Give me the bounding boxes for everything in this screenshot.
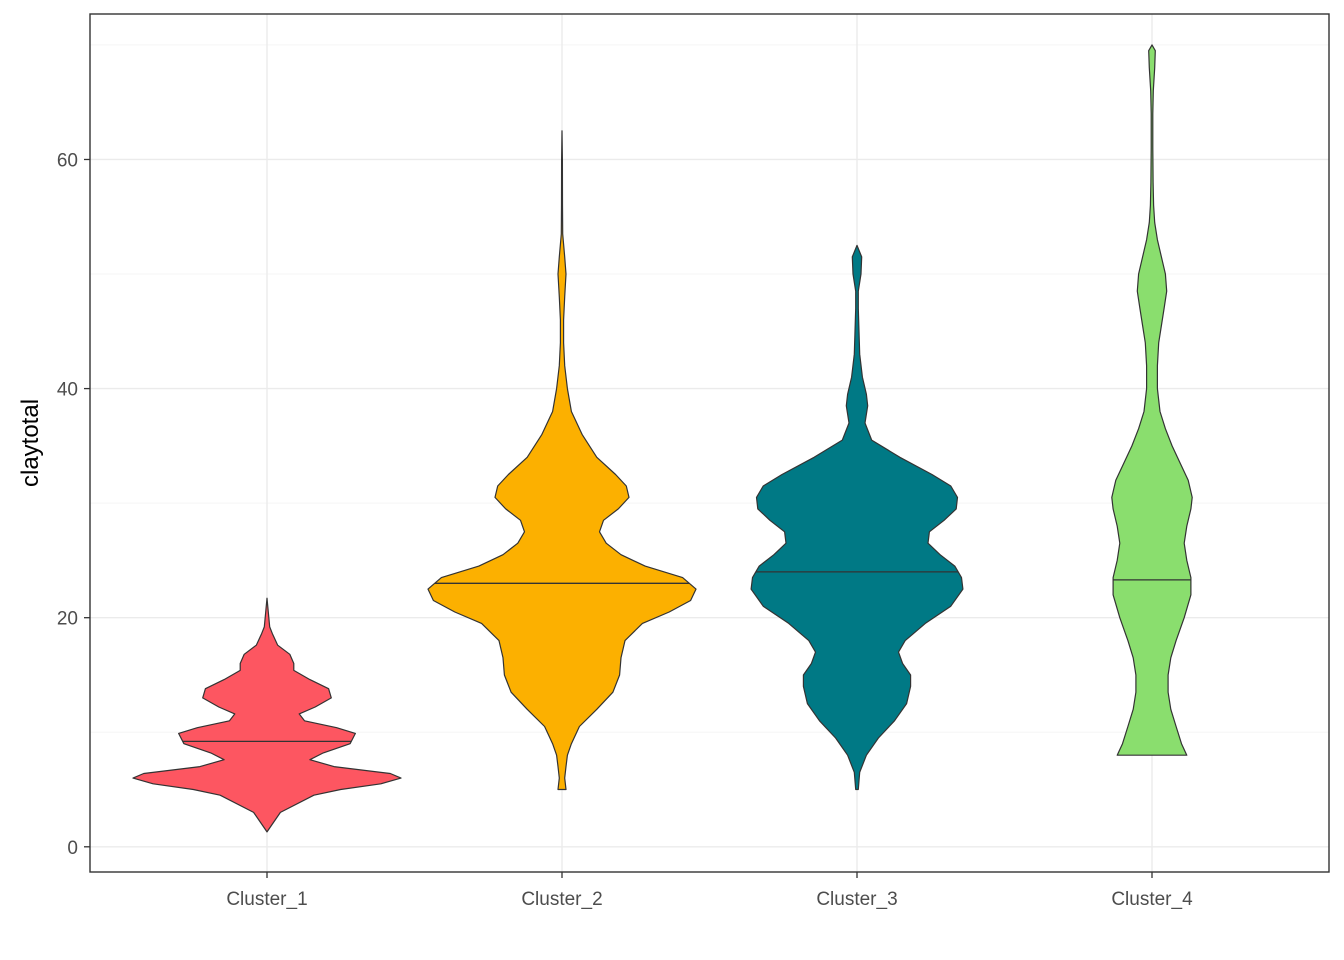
y-tick-label: 60 — [57, 150, 78, 171]
violin-body — [1111, 44, 1193, 756]
violin-cluster-3 — [750, 244, 964, 791]
violin-body — [132, 597, 402, 833]
y-axis: 0 20 40 60 — [57, 150, 90, 859]
x-tick-label: Cluster_3 — [816, 889, 897, 910]
violin-cluster-2 — [427, 130, 697, 791]
x-tick-label: Cluster_2 — [521, 889, 602, 910]
y-tick-label: 20 — [57, 609, 78, 630]
x-tick-label: Cluster_4 — [1111, 889, 1193, 910]
y-axis-title: claytotal — [17, 399, 44, 487]
violins — [132, 44, 1193, 833]
y-tick-label: 40 — [57, 380, 78, 401]
x-axis: Cluster_1 Cluster_2 Cluster_3 Cluster_4 — [226, 872, 1193, 910]
y-tick-label: 0 — [67, 838, 78, 859]
x-tick-label: Cluster_1 — [226, 889, 307, 910]
violin-body — [427, 130, 697, 791]
violin-cluster-4 — [1111, 44, 1193, 756]
violin-body — [750, 244, 964, 791]
panel-border — [89, 13, 1330, 873]
violin-cluster-1 — [132, 597, 402, 833]
